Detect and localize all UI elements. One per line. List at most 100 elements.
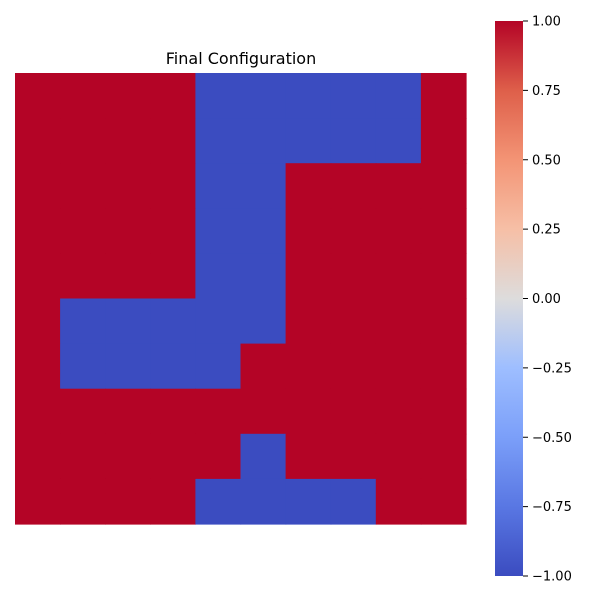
heatmap-cell (375, 298, 422, 345)
colorbar-tick-label: 0.00 (532, 292, 561, 307)
heatmap-cell (420, 118, 467, 164)
heatmap-cell (105, 433, 151, 480)
heatmap-cell (285, 253, 332, 300)
heatmap-cell (240, 343, 287, 390)
heatmap-cell (330, 253, 377, 300)
heatmap-cell (240, 298, 287, 345)
heatmap-cell (60, 343, 106, 390)
heatmap-cell (150, 253, 196, 300)
heatmap-cell (420, 163, 467, 209)
colorbar-tick-label: 1.00 (532, 15, 561, 30)
heatmap-cell (420, 73, 467, 119)
heatmap-cell (240, 478, 287, 525)
heatmap-cell (330, 298, 377, 345)
heatmap-cell (240, 433, 287, 480)
heatmap-cell (375, 163, 422, 209)
heatmap-cell (195, 343, 242, 390)
heatmap-cell (240, 118, 287, 164)
colorbar (495, 21, 523, 576)
heatmap-cell (375, 118, 422, 164)
heatmap-cell (15, 478, 61, 525)
heatmap-cell (330, 163, 377, 209)
heatmap-cell (15, 298, 61, 345)
heatmap-cell (420, 388, 467, 435)
heatmap-cell (195, 298, 242, 345)
colorbar-ticks: 1.00 0.75 0.50 0.25 0.00 −0.25 −0.50 −0.75 −1.00 (523, 15, 572, 585)
heatmap-cell (195, 73, 242, 119)
heatmap-cell (375, 478, 422, 525)
heatmap-cell (285, 118, 332, 164)
heatmap-cell (285, 163, 332, 209)
heatmap-cell (150, 73, 196, 119)
heatmap-cell (15, 388, 61, 435)
heatmap-cell (150, 433, 196, 480)
heatmap-cell (195, 163, 242, 209)
heatmap-cell (150, 388, 196, 435)
heatmap-cell (60, 298, 106, 345)
heatmap-cell (285, 73, 332, 119)
heatmap-cell (375, 208, 422, 254)
heatmap-cell (60, 433, 106, 480)
heatmap-cell (150, 298, 196, 345)
heatmap-cell (15, 73, 61, 119)
heatmap-cell (105, 118, 151, 164)
heatmap-cell (330, 433, 377, 480)
heatmap-cell (330, 118, 377, 164)
heatmap-cell (60, 118, 106, 164)
heatmap-cell (60, 208, 106, 254)
colorbar-tick-label: −1.00 (532, 570, 572, 585)
heatmap-cell (285, 298, 332, 345)
heatmap-cell (240, 163, 287, 209)
heatmap-cell (150, 478, 196, 525)
heatmap-cell (285, 208, 332, 254)
heatmap-cell (150, 208, 196, 254)
heatmap-cell (285, 388, 332, 435)
heatmap-cell (195, 478, 242, 525)
chart-title: Final Configuration (166, 49, 316, 68)
heatmap-cell (375, 388, 422, 435)
heatmap-cell (150, 163, 196, 209)
heatmap-cell (375, 73, 422, 119)
heatmap-cell (60, 478, 106, 525)
heatmap-cell (15, 433, 61, 480)
heatmap-cell (150, 343, 196, 390)
heatmap-cell (285, 478, 332, 525)
heatmap-cell (15, 253, 61, 300)
heatmap-cell (105, 208, 151, 254)
colorbar-tick-label: −0.75 (532, 500, 572, 515)
heatmap-cell (105, 298, 151, 345)
colorbar-tick-label: 0.75 (532, 84, 561, 99)
heatmap-cell (105, 73, 151, 119)
heatmap-cell (330, 388, 377, 435)
heatmap-cell (15, 343, 61, 390)
heatmap-cell (15, 118, 61, 164)
heatmap-cell (420, 208, 467, 254)
heatmap-cell (420, 343, 467, 390)
heatmap-cell (330, 208, 377, 254)
heatmap-cell (15, 163, 61, 209)
colorbar-tick-label: 0.50 (532, 153, 561, 168)
heatmap-cell (285, 433, 332, 480)
heatmap-cell (375, 253, 422, 300)
heatmap-cell (195, 388, 242, 435)
heatmap-cell (330, 343, 377, 390)
heatmap-grid (15, 73, 467, 525)
heatmap-cell (195, 208, 242, 254)
heatmap-cell (240, 388, 287, 435)
heatmap-cell (240, 208, 287, 254)
heatmap-cell (420, 433, 467, 480)
heatmap-cell (150, 118, 196, 164)
heatmap-cell (195, 118, 242, 164)
heatmap-cell (105, 478, 151, 525)
heatmap-cell (420, 253, 467, 300)
heatmap-cell (60, 73, 106, 119)
heatmap-cell (420, 298, 467, 345)
heatmap-cell (105, 343, 151, 390)
heatmap-cell (375, 433, 422, 480)
heatmap-cell (60, 253, 106, 300)
heatmap-cell (105, 163, 151, 209)
colorbar-tick-label: 0.25 (532, 223, 561, 238)
heatmap-cell (105, 253, 151, 300)
colorbar-tick-label: −0.50 (532, 431, 572, 446)
heatmap-cell (420, 478, 467, 525)
